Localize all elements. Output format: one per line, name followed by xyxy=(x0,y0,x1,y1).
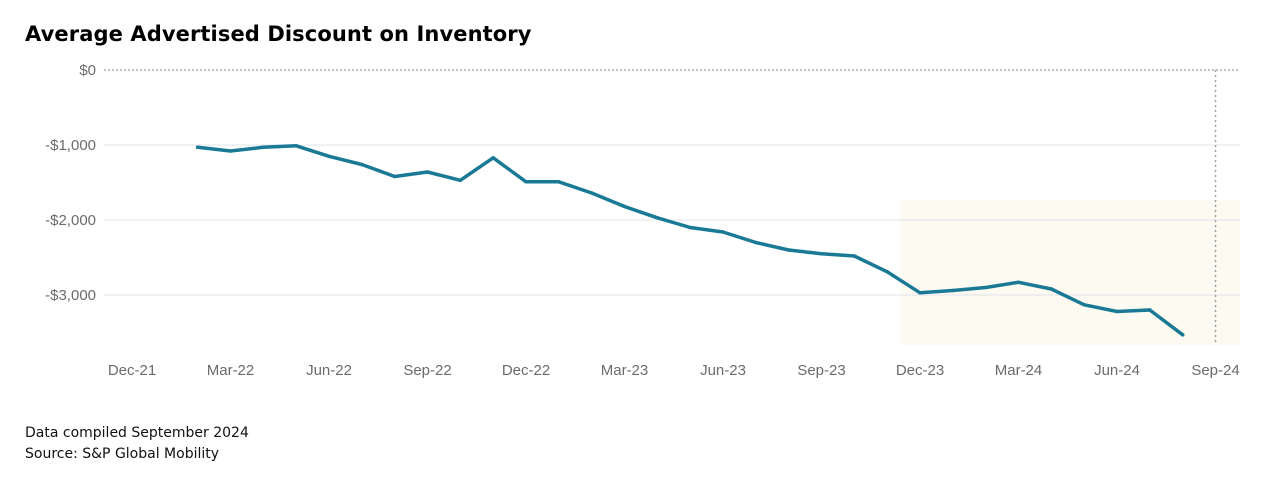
data-point-23 xyxy=(951,288,955,293)
x-tick-label-9: Mar-24 xyxy=(995,362,1043,379)
source-note: Source: S&P Global Mobility xyxy=(25,446,220,462)
y-tick-label-2: -$2,000 xyxy=(45,212,96,229)
data-point-25 xyxy=(1016,280,1021,285)
x-axis-labels: Dec-21 Mar-22 Jun-22 Sep-22 Dec-22 Mar-23 Jun-… xyxy=(108,362,1240,379)
data-point-16 xyxy=(721,230,725,234)
data-point-9 xyxy=(491,155,495,160)
data-point-24 xyxy=(983,285,988,290)
data-point-2 xyxy=(261,145,266,150)
data-point-13 xyxy=(622,204,627,209)
data-point-17 xyxy=(754,240,758,245)
data-point-7 xyxy=(425,170,430,174)
plot-shading xyxy=(900,200,1240,345)
series-layer xyxy=(195,143,1185,337)
x-tick-label-5: Mar-23 xyxy=(601,362,649,379)
data-point-21 xyxy=(885,269,889,274)
data-point-5 xyxy=(360,162,364,167)
x-tick-label-11: Sep-24 xyxy=(1191,362,1239,379)
data-point-14 xyxy=(655,215,660,220)
data-point-15 xyxy=(688,225,692,230)
data-point-28 xyxy=(1115,309,1119,314)
data-point-10 xyxy=(524,179,528,184)
chart-title: Average Advertised Discount on Inventory xyxy=(25,22,532,46)
data-point-1 xyxy=(228,149,233,153)
data-point-20 xyxy=(852,254,857,258)
data-point-0 xyxy=(195,145,200,150)
y-axis-labels: $0 -$1,000 -$2,000 -$3,000 xyxy=(45,62,96,304)
data-point-27 xyxy=(1082,302,1086,307)
data-point-12 xyxy=(589,191,594,195)
data-point-8 xyxy=(458,178,463,183)
y-tick-label-0: $0 xyxy=(79,62,96,79)
data-point-19 xyxy=(819,251,824,256)
x-tick-label-3: Sep-22 xyxy=(403,362,451,379)
data-point-26 xyxy=(1049,287,1054,291)
line-chart: $0 -$1,000 -$2,000 -$3,000 Dec-21 Mar-22 Jun-… xyxy=(45,62,1240,379)
data-point-29 xyxy=(1148,308,1152,312)
data-point-22 xyxy=(918,290,922,295)
y-tick-label-3: -$3,000 xyxy=(45,287,96,304)
plot-shade-area xyxy=(900,200,1240,345)
x-tick-label-8: Dec-23 xyxy=(896,362,944,379)
y-tick-label-1: -$1,000 xyxy=(45,137,96,154)
x-tick-label-1: Mar-22 xyxy=(207,362,255,379)
x-tick-label-2: Jun-22 xyxy=(306,362,352,379)
data-point-11 xyxy=(557,179,561,184)
data-point-3 xyxy=(294,143,298,148)
x-tick-label-10: Jun-24 xyxy=(1094,362,1140,379)
x-tick-label-7: Sep-23 xyxy=(797,362,845,379)
data-compiled-note: Data compiled September 2024 xyxy=(25,425,249,441)
x-tick-label-4: Dec-22 xyxy=(502,362,550,379)
x-tick-label-6: Jun-23 xyxy=(700,362,746,379)
data-point-4 xyxy=(327,154,331,159)
data-point-6 xyxy=(392,174,397,179)
x-tick-label-0: Dec-21 xyxy=(108,362,156,379)
data-point-18 xyxy=(786,248,791,252)
data-point-30 xyxy=(1180,332,1185,337)
